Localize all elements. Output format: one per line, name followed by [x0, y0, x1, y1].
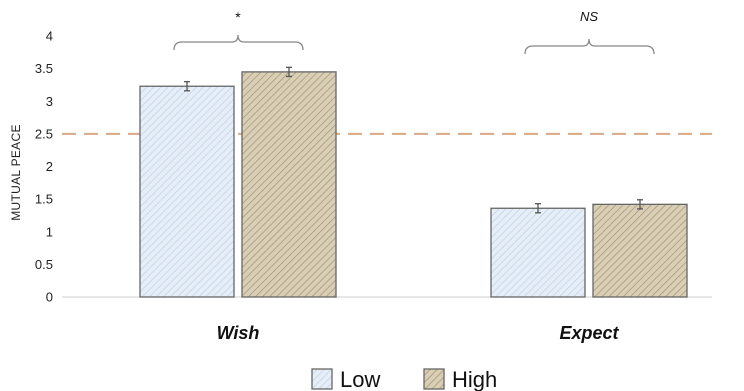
y-tick-label: 2.5 [35, 126, 53, 141]
significance-bracket [173, 34, 304, 51]
legend-label: Low [340, 367, 380, 391]
category-labels: Wish Expect [217, 323, 620, 343]
error-bar [535, 203, 541, 214]
y-tick-label: 0 [46, 290, 53, 305]
legend: Low High [311, 367, 497, 391]
error-bar [184, 81, 190, 92]
legend-item-high: High [423, 367, 497, 391]
legend-label: High [452, 367, 497, 391]
legend-item-low: Low [311, 367, 380, 391]
significance-label: NS [580, 9, 598, 24]
y-tick-label: 2 [46, 159, 53, 174]
y-tick-label: 4 [46, 29, 53, 44]
y-tick-label: 3 [46, 94, 53, 109]
bar-low-expect [490, 207, 586, 298]
y-tick-label: 1.5 [35, 192, 53, 207]
bars-group [139, 66, 688, 298]
significance-group: * NS [173, 9, 655, 55]
error-bar [286, 66, 292, 78]
category-label-wish: Wish [217, 323, 260, 343]
bar-low-wish [139, 85, 235, 298]
significance-label: * [235, 9, 241, 25]
bar-high-wish [241, 71, 337, 298]
y-tick-label: 1 [46, 224, 53, 239]
y-axis-title: MUTUAL PEACE [9, 124, 23, 221]
bar-high-expect [592, 203, 688, 298]
legend-swatch [423, 368, 445, 390]
legend-swatch [311, 368, 333, 390]
y-tick-label: 0.5 [35, 257, 53, 272]
error-bar [637, 199, 643, 210]
y-tick-label: 3.5 [35, 61, 53, 76]
category-label-expect: Expect [559, 323, 619, 343]
significance-bracket [524, 38, 655, 55]
